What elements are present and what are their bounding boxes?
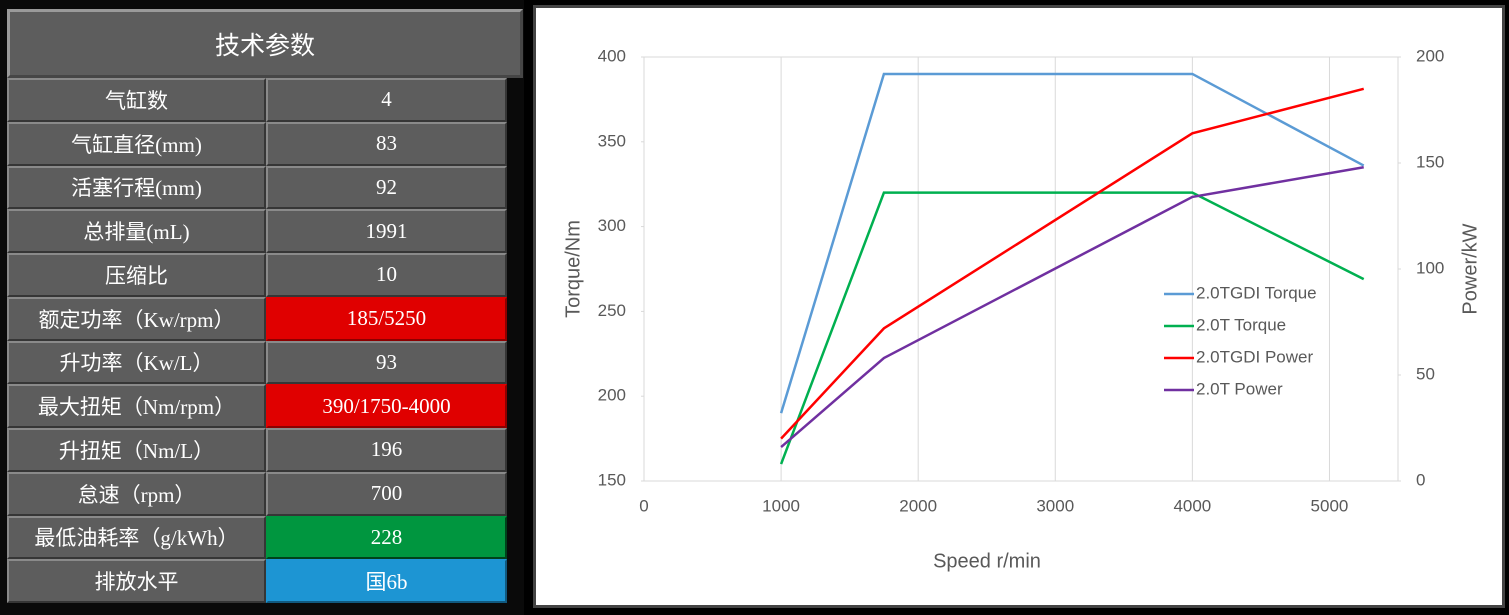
row-label: 排放水平 [7, 559, 266, 603]
series-line [780, 87, 1365, 440]
row-label: 气缸直径(mm) [7, 121, 266, 166]
chart-panel: 0 1000 2000 3000 4000 5000 150 200 250 300 350 400 0… [533, 5, 1505, 608]
row-label: 总排量(mL) [7, 209, 266, 253]
y-tick-label: 400 [598, 46, 626, 65]
x-axis-title: Speed r/min [933, 550, 1041, 572]
x-tick-label: 3000 [1036, 496, 1074, 515]
row-value: 228 [266, 515, 507, 560]
row-value: 10 [266, 253, 507, 297]
y-tick-label: 250 [598, 301, 626, 320]
row-value: 185/5250 [266, 296, 507, 341]
y-tick-label: 150 [598, 470, 626, 489]
chart: 0 1000 2000 3000 4000 50001502002503003504000… [562, 46, 1481, 572]
legend-label: 2.0T Torque [1196, 315, 1286, 334]
table-title: 技术参数 [7, 9, 523, 78]
row-label: 压缩比 [7, 253, 266, 297]
x-tick-label: 4000 [1173, 496, 1211, 515]
row-label: 升功率（Kw/L） [7, 340, 266, 385]
legend-label: 2.0TGDI Torque [1196, 283, 1317, 302]
row-label: 怠速（rpm） [7, 471, 266, 516]
legend-label: 2.0T Power [1196, 379, 1283, 398]
row-value: 1991 [266, 209, 507, 253]
x-tick-label: 2000 [899, 496, 937, 515]
row-value: 4 [266, 78, 507, 122]
row-label: 活塞行程(mm) [7, 165, 266, 210]
x-tick-label: 5000 [1311, 496, 1349, 515]
y-axis-title: Torque/Nm [562, 220, 584, 318]
row-value: 93 [266, 340, 507, 385]
y2-tick-label: 100 [1416, 258, 1444, 277]
row-value: 国6b [266, 559, 507, 603]
series-line [780, 166, 1364, 449]
x-tick-label: 0 [639, 496, 648, 515]
row-label: 气缸数 [7, 78, 266, 122]
y2-tick-label: 150 [1416, 152, 1444, 171]
y2-tick-label: 0 [1416, 470, 1425, 489]
row-value: 83 [266, 121, 507, 166]
series-line [779, 72, 1365, 414]
row-value: 390/1750-4000 [266, 384, 507, 428]
row-label: 最大扭矩（Nm/rpm） [7, 384, 266, 428]
spec-table: 技术参数 气缸数 4 气缸直径(mm) 83 活塞行程(mm) 92 总排量(mL) 1991 压… [0, 0, 524, 615]
y2-tick-label: 50 [1416, 364, 1435, 383]
y-tick-label: 350 [598, 131, 626, 150]
y2-axis-title: Power/kW [1459, 223, 1481, 314]
plot-frame [643, 56, 1399, 482]
series-line [779, 191, 1365, 465]
row-label: 额定功率（Kw/rpm） [7, 296, 266, 341]
y-tick-label: 300 [598, 216, 626, 235]
row-value: 92 [266, 165, 507, 210]
y2-tick-label: 200 [1416, 46, 1444, 65]
legend-label: 2.0TGDI Power [1196, 347, 1313, 366]
row-value: 196 [266, 428, 507, 472]
y-tick-label: 200 [598, 386, 626, 405]
x-tick-label: 1000 [762, 496, 800, 515]
row-label: 升扭矩（Nm/L） [7, 428, 266, 472]
row-value: 700 [266, 471, 507, 516]
row-label: 最低油耗率（g/kWh） [7, 515, 266, 560]
